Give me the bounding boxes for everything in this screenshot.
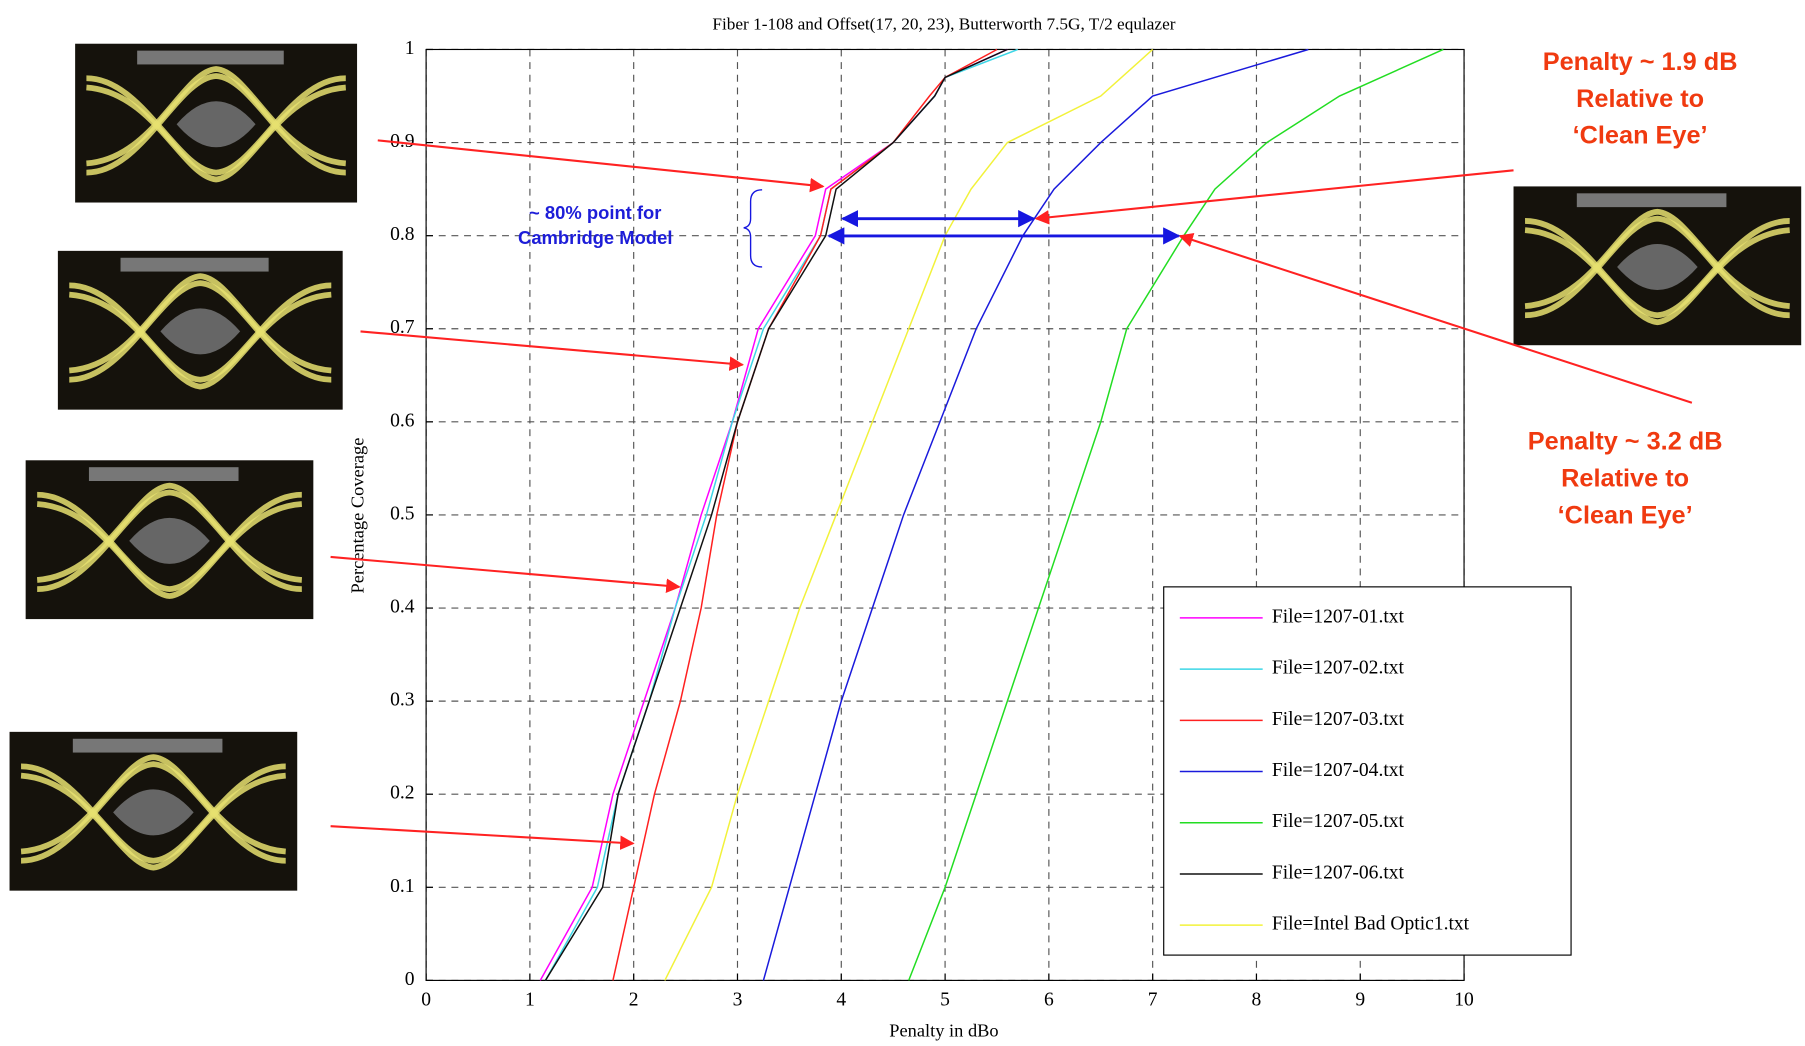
series-line [908,48,1444,981]
annotation-text: Relative to [1561,465,1689,493]
x-tick-label: 8 [1252,990,1262,1011]
annotation: Penalty ~ 3.2 dB Relative to ‘Clean Eye’ [1528,428,1723,530]
annotation-arrows [330,139,1693,850]
annotation: ~ 80% point for Cambridge Model [518,202,672,248]
legend-label: File=1207-04.txt [1272,760,1405,781]
annotation-text: Penalty ~ 3.2 dB [1528,428,1723,456]
legend-label: File=1207-01.txt [1272,606,1405,627]
y-tick-label: 0 [405,969,415,990]
legend-label: File=1207-05.txt [1272,811,1405,832]
y-tick-label: 0.6 [390,410,415,431]
legend: File=1207-01.txt File=1207-02.txt File=120… [1163,586,1572,956]
x-tick-label: 3 [733,990,743,1011]
y-axis-label: Percentage Coverage [348,438,368,594]
x-tick-label: 7 [1148,990,1158,1011]
y-tick-label: 0.5 [390,503,415,524]
y-tick-label: 0.2 [390,783,414,804]
series-line [544,48,1008,981]
annotations: ~ 80% point for Cambridge Model Penalty ~ … [518,48,1737,529]
y-tick-label: 0.7 [390,317,415,338]
legend-label: File=1207-02.txt [1272,658,1405,679]
x-tick-label: 9 [1355,990,1365,1011]
chart-title: Fiber 1-108 and Offset(17, 20, 23), Butt… [712,14,1175,33]
y-tick-label: 0.1 [390,876,414,897]
y-tick-label: 1 [405,38,415,59]
series-line [664,48,1154,981]
plot-frame [425,48,1465,981]
penalty-arrows [827,210,1181,245]
y-tick-label: 0.9 [390,131,414,152]
x-tick-label: 5 [940,990,950,1011]
annotation-text: ‘Clean Eye’ [1558,501,1693,529]
annotation-text: ~ 80% point for [529,202,661,223]
annotation-text: Relative to [1576,85,1704,113]
annotation-text: Penalty ~ 1.9 dB [1543,48,1738,76]
legend-label: File=Intel Bad Optic1.txt [1272,914,1470,935]
x-axis-label: Penalty in dBo [889,1020,998,1040]
y-tick-label: 0.8 [390,224,415,245]
x-tick-label: 4 [836,990,846,1011]
legend-label: File=1207-03.txt [1272,709,1405,730]
brace [743,189,763,268]
y-tick-label: 0.3 [390,690,415,711]
legend-label: File=1207-06.txt [1272,862,1405,883]
x-tick-label: 0 [421,990,431,1011]
x-tick-label: 1 [525,990,535,1011]
y-tick-label: 0.4 [390,597,415,618]
annotation: Penalty ~ 1.9 dB Relative to ‘Clean Eye’ [1543,48,1738,150]
x-tick-label: 2 [629,990,639,1011]
annotation-text: Cambridge Model [518,227,672,248]
series-line [762,48,1309,981]
annotation-text: ‘Clean Eye’ [1573,122,1708,150]
x-tick-label: 6 [1044,990,1054,1011]
x-tick-label: 10 [1454,990,1474,1011]
